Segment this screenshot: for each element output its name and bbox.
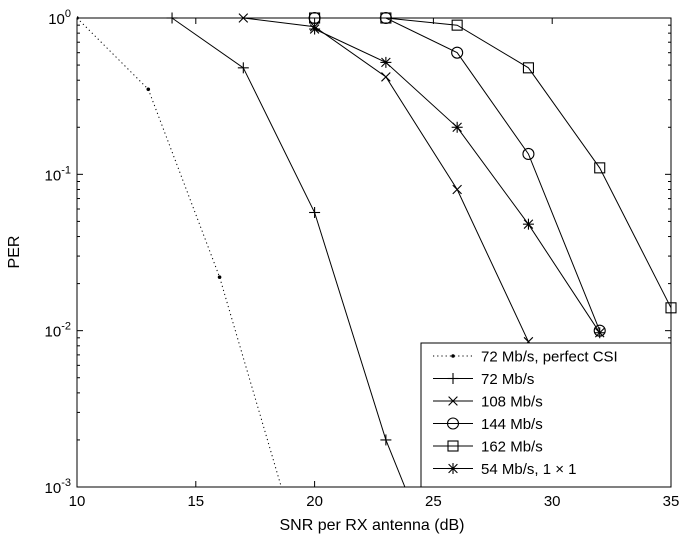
square-marker [665,302,677,314]
legend-dot-marker [451,354,455,358]
data-point [665,302,677,314]
circle-marker [446,417,460,430]
circle-marker [522,147,535,161]
data-point [594,327,606,339]
x-tick-label: 10 [69,493,86,510]
x-marker-b [452,184,462,195]
circle-marker [451,46,464,59]
series-line [314,17,601,331]
legend-entry: 144 Mb/s [433,416,543,433]
data-point [146,87,151,92]
legend-label: 54 Mb/s, 1 × 1 [481,461,576,478]
legend-label: 108 Mb/s [481,394,543,411]
square-marker [522,62,534,74]
series-4 [309,12,677,314]
y-axis-label: PER [6,236,23,269]
series-line [314,17,672,309]
x-marker-b [238,13,249,23]
data-point [380,12,392,24]
data-point [309,206,321,218]
series-line [314,28,601,333]
data-point [522,62,534,74]
data-point [522,218,534,230]
data-point [309,12,321,24]
dot-marker [77,16,79,20]
data-point [447,373,459,384]
star-marker-b [448,463,458,474]
square-marker [309,12,321,24]
square-marker [380,12,392,24]
data-point [448,396,458,406]
data-point [309,23,321,35]
legend-entry: 162 Mb/s [433,439,543,456]
star-marker-b [309,24,320,34]
legend-label: 162 Mb/s [481,439,543,456]
data-point [380,434,392,446]
x-axis-label: SNR per RX antenna (dB) [280,517,465,534]
legend-label: 144 Mb/s [481,416,543,433]
y-tick-label: 10-3 [45,477,71,497]
legend-entry: 72 Mb/s [433,371,534,388]
y-tick-label: 100 [48,8,71,28]
dot-marker [217,275,222,279]
data-point [447,440,459,452]
star-marker-b [381,57,391,68]
data-point [446,417,460,430]
series-3 [308,11,606,337]
data-point [451,19,463,31]
data-point [380,56,392,68]
data-point [217,275,222,279]
star-marker-b [594,327,605,338]
legend-entry: 108 Mb/s [433,394,543,411]
data-point [237,62,249,74]
data-point [451,121,463,133]
dot-marker [146,87,151,92]
square-marker [447,440,459,452]
data-point [452,184,462,195]
data-point [238,13,249,23]
series-0 [77,16,282,487]
x-tick-label: 15 [187,493,204,510]
series-line [77,17,282,487]
x-tick-label: 20 [306,493,323,510]
data-point [451,46,464,59]
y-tick-label: 10-1 [45,164,71,184]
data-point [381,72,391,82]
x-tick-label: 30 [544,493,561,510]
legend-entry: 72 Mb/s, perfect CSI [433,349,618,366]
star-marker-b [523,219,534,229]
data-point [522,147,535,161]
series-1 [166,12,406,487]
y-tick-label: 10-2 [45,321,71,341]
data-point [166,12,178,24]
x-marker-b [448,396,458,406]
data-point [447,463,459,474]
data-point [77,16,79,20]
legend-label: 72 Mb/s, perfect CSI [481,349,618,366]
series-line [171,17,406,487]
series-5 [309,23,606,339]
x-marker-b [381,72,391,82]
legend-entry: 54 Mb/s, 1 × 1 [433,461,576,478]
square-marker [451,19,463,31]
star-marker-b [452,122,462,133]
x-tick-label: 35 [663,493,680,510]
square-marker [594,162,606,174]
data-point [594,162,606,174]
legend-box [420,342,672,488]
legend-label: 72 Mb/s [481,371,534,388]
x-tick-label: 25 [425,493,442,510]
